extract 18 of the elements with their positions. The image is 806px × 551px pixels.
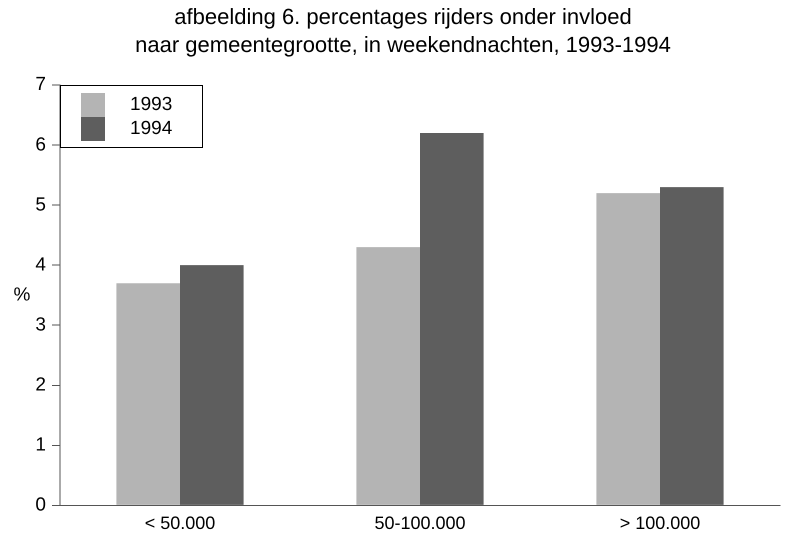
chart-title: afbeelding 6. percentages rijders onder invloed naar gemeentegrootte, in weekendnachten, 1993-1994 bbox=[135, 4, 671, 58]
legend-label: 1993 bbox=[130, 94, 172, 116]
y-tick-label: 1 bbox=[35, 434, 46, 456]
x-tick-label: < 50.000 bbox=[144, 513, 216, 534]
y-tick-label: 0 bbox=[35, 494, 46, 516]
y-axis-title: % bbox=[14, 284, 31, 306]
x-tick-label: 50-100.000 bbox=[374, 513, 466, 534]
y-tick-label: 3 bbox=[35, 314, 46, 336]
y-tick-label: 5 bbox=[35, 194, 46, 216]
y-tick-label: 4 bbox=[35, 254, 46, 276]
y-tick-label: 6 bbox=[35, 134, 46, 156]
bar bbox=[596, 193, 660, 505]
x-tick-label: > 100.000 bbox=[620, 513, 700, 534]
y-tick-label: 2 bbox=[35, 374, 46, 396]
bar bbox=[116, 283, 180, 505]
bar bbox=[356, 247, 420, 505]
y-tick-label: 7 bbox=[35, 74, 46, 96]
legend-label: 1994 bbox=[130, 118, 173, 140]
